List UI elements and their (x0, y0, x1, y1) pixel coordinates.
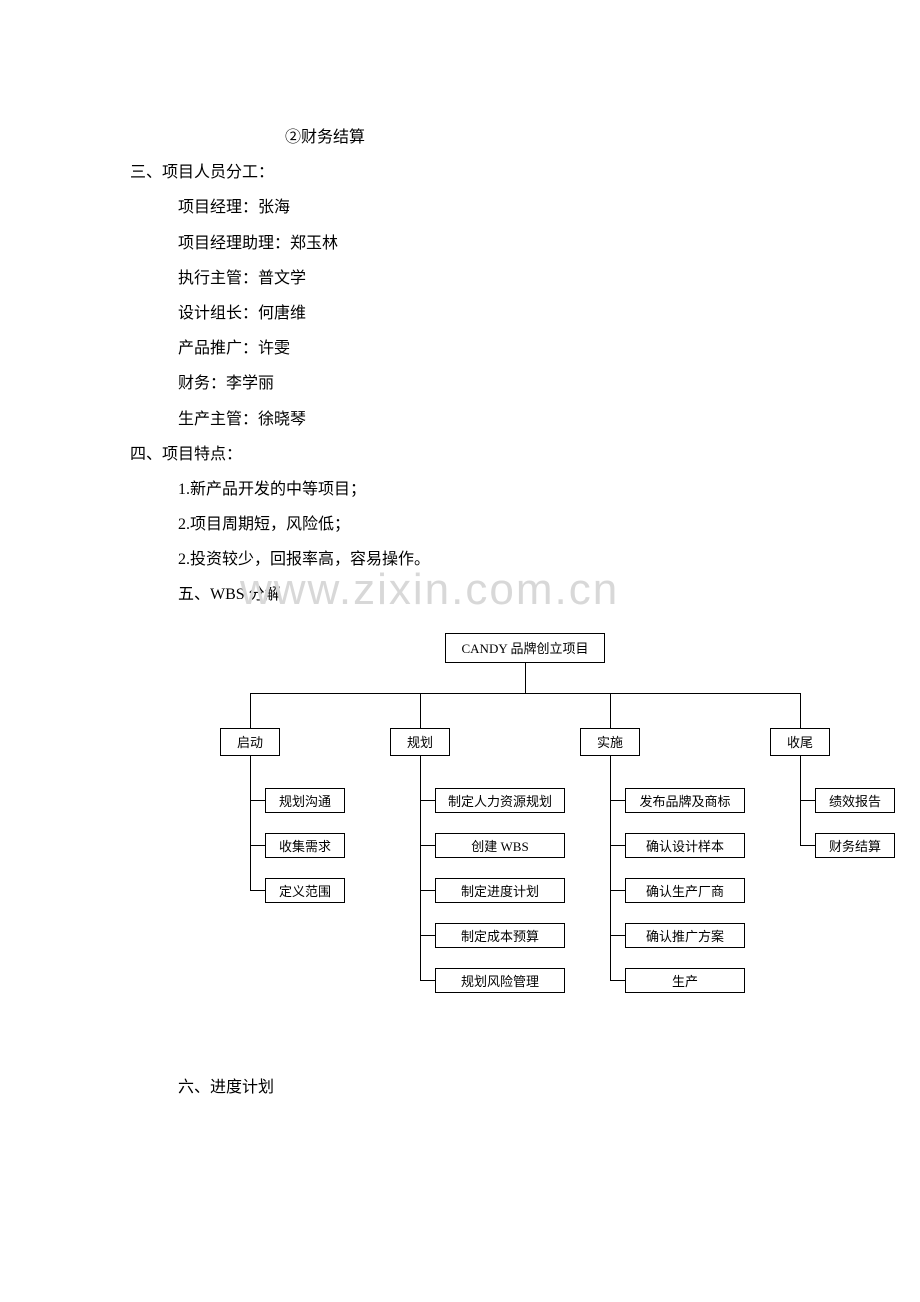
wbs-child-b3-4: 生产 (625, 968, 745, 993)
connector-line (610, 756, 611, 801)
wbs-child-b1-0: 规划沟通 (265, 788, 345, 813)
connector-line (420, 800, 421, 845)
wbs-branch-b3: 实施 (580, 728, 640, 756)
section-4-title: 四、项目特点： (130, 437, 790, 472)
connector-line (525, 663, 526, 693)
wbs-branch-b1: 启动 (220, 728, 280, 756)
connector-line (610, 935, 611, 980)
wbs-child-b2-2: 制定进度计划 (435, 878, 565, 903)
text-finance: 财务：李学丽 (130, 366, 790, 401)
connector-line (420, 756, 421, 801)
text-item: ②财务结算 (130, 120, 790, 155)
text-feat2: 2.项目周期短，风险低； (130, 507, 790, 542)
connector-line (610, 980, 625, 981)
wbs-child-b4-0: 绩效报告 (815, 788, 895, 813)
connector-line (800, 693, 801, 728)
wbs-child-b3-1: 确认设计样本 (625, 833, 745, 858)
wbs-root: CANDY 品牌创立项目 (445, 633, 605, 663)
wbs-branch-b2: 规划 (390, 728, 450, 756)
section-3-title: 三、项目人员分工： (130, 155, 790, 190)
wbs-child-b3-3: 确认推广方案 (625, 923, 745, 948)
wbs-child-b2-4: 规划风险管理 (435, 968, 565, 993)
connector-line (420, 800, 435, 801)
connector-line (800, 800, 801, 845)
connector-line (610, 890, 625, 891)
connector-line (250, 800, 251, 845)
wbs-child-b4-1: 财务结算 (815, 833, 895, 858)
watermark-text: www.zixin.com.cn (240, 565, 619, 615)
text-feat1: 1.新产品开发的中等项目； (130, 472, 790, 507)
connector-line (250, 890, 265, 891)
connector-line (250, 756, 251, 801)
wbs-child-b1-1: 收集需求 (265, 833, 345, 858)
wbs-child-b2-3: 制定成本预算 (435, 923, 565, 948)
connector-line (420, 935, 435, 936)
connector-line (420, 890, 421, 935)
connector-line (250, 845, 251, 890)
text-exec: 执行主管：普文学 (130, 261, 790, 296)
wbs-child-b1-2: 定义范围 (265, 878, 345, 903)
connector-line (800, 800, 815, 801)
connector-line (610, 845, 625, 846)
text-pm: 项目经理：张海 (130, 190, 790, 225)
connector-line (420, 935, 421, 980)
connector-line (800, 845, 815, 846)
connector-line (250, 800, 265, 801)
wbs-child-b3-2: 确认生产厂商 (625, 878, 745, 903)
connector-line (420, 890, 435, 891)
connector-line (250, 693, 800, 694)
text-pm-assist: 项目经理助理：郑玉林 (130, 226, 790, 261)
connector-line (610, 935, 625, 936)
wbs-child-b2-1: 创建 WBS (435, 833, 565, 858)
text-prod: 生产主管：徐晓琴 (130, 402, 790, 437)
connector-line (420, 693, 421, 728)
connector-line (610, 693, 611, 728)
connector-line (420, 845, 421, 890)
wbs-branch-b4: 收尾 (770, 728, 830, 756)
connector-line (610, 845, 611, 890)
wbs-diagram: CANDY 品牌创立项目启动规划沟通收集需求定义范围 规划制定人力资源规划创建 W… (180, 633, 900, 1033)
connector-line (420, 980, 435, 981)
document-content: ②财务结算 三、项目人员分工： 项目经理：张海 项目经理助理：郑玉林 执行主管：… (0, 0, 920, 1097)
connector-line (250, 845, 265, 846)
connector-line (420, 845, 435, 846)
wbs-child-b2-0: 制定人力资源规划 (435, 788, 565, 813)
section-6-title: 六、进度计划 (130, 1073, 790, 1097)
text-promo: 产品推广：许雯 (130, 331, 790, 366)
connector-line (250, 693, 251, 728)
connector-line (800, 756, 801, 801)
text-design: 设计组长：何唐维 (130, 296, 790, 331)
connector-line (610, 890, 611, 935)
wbs-child-b3-0: 发布品牌及商标 (625, 788, 745, 813)
connector-line (610, 800, 625, 801)
connector-line (610, 800, 611, 845)
